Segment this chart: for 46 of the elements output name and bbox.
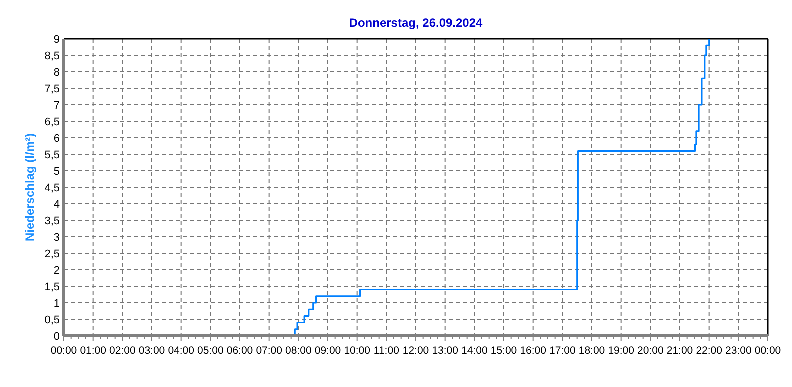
- x-tick-label: 20:00: [638, 345, 664, 357]
- x-tick-label: 15:00: [490, 345, 518, 357]
- y-tick-label: 4: [54, 199, 60, 211]
- x-tick-label: 16:00: [520, 345, 547, 357]
- x-tick-label: 19:00: [608, 345, 635, 357]
- x-tick-label: 04:00: [168, 345, 195, 357]
- y-tick-label: 5,5: [44, 150, 60, 162]
- x-tick-label: 02:00: [110, 345, 136, 357]
- y-tick-label: 8: [54, 67, 60, 79]
- x-tick-label: 22:00: [696, 345, 723, 357]
- y-axis-title: Niederschlag (l/m²): [23, 133, 37, 242]
- y-tick-label: 6: [54, 133, 60, 145]
- x-tick-label: 07:00: [256, 345, 283, 357]
- x-tick-label: 18:00: [578, 345, 606, 357]
- y-tick-label: 8,5: [44, 50, 60, 62]
- x-tick-label: 23:00: [726, 345, 752, 357]
- x-tick-label: 08:00: [286, 345, 312, 357]
- y-tick-label: 7: [54, 100, 60, 112]
- y-tick-label: 4,5: [44, 182, 60, 194]
- y-tick-label: 5: [54, 166, 60, 178]
- y-tick-label: 1: [54, 298, 60, 310]
- chart-title: Donnerstag, 26.09.2024: [349, 16, 484, 30]
- x-tick-label: 03:00: [138, 345, 166, 357]
- y-tick-label: 0: [54, 331, 60, 343]
- y-tick-label: 0,5: [44, 314, 60, 326]
- y-tick-label: 1,5: [44, 282, 60, 294]
- y-tick-label: 3,5: [44, 216, 60, 228]
- y-tick-label: 6,5: [44, 116, 60, 128]
- y-tick-label: 9: [54, 34, 60, 46]
- x-tick-label: 10:00: [344, 345, 371, 357]
- y-tick-label: 2: [54, 265, 60, 277]
- x-tick-label: 14:00: [462, 345, 488, 357]
- x-tick-label: 01:00: [80, 345, 107, 357]
- y-tick-label: 3: [54, 232, 60, 244]
- x-tick-label: 17:00: [550, 345, 576, 357]
- x-tick-label: 00:00: [754, 345, 782, 357]
- x-tick-label: 06:00: [226, 345, 254, 357]
- y-tick-label: 7,5: [44, 84, 60, 96]
- x-tick-label: 13:00: [432, 345, 459, 357]
- x-tick-label: 21:00: [666, 345, 694, 357]
- x-tick-label: 09:00: [314, 345, 342, 357]
- x-tick-label: 05:00: [198, 345, 224, 357]
- x-tick-label: 00:00: [50, 345, 78, 357]
- y-tick-label: 2,5: [44, 248, 60, 260]
- x-tick-label: 12:00: [402, 345, 430, 357]
- x-tick-label: 11:00: [374, 345, 400, 357]
